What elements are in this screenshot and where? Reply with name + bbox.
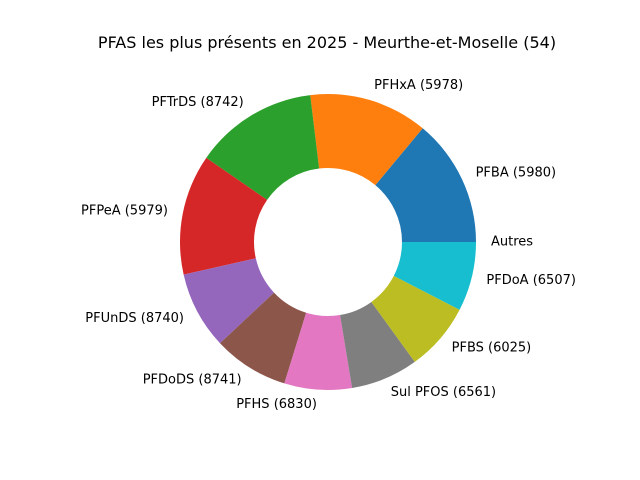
chart-title: PFAS les plus présents en 2025 - Meurthe…	[98, 33, 556, 52]
slice	[220, 292, 307, 384]
slice-label: PFHxA (5978)	[374, 78, 463, 93]
slice-label: Autres	[491, 235, 533, 250]
slice-label: PFBS (6025)	[452, 341, 532, 356]
slice-label: PFHS (6830)	[236, 397, 317, 412]
slice-label: Sul PFOS (6561)	[391, 385, 496, 400]
slice	[340, 301, 415, 389]
slice-labels: PFBA (5980) PFHxA (5978) PFTrDS (8742) PFPe…	[81, 78, 576, 412]
slice-label: PFPeA (5979)	[81, 204, 168, 219]
slice	[393, 242, 476, 310]
slice	[310, 94, 423, 186]
slice-label: PFDoDS (8741)	[143, 373, 242, 388]
slice	[371, 275, 460, 362]
slice	[183, 258, 275, 344]
slice-label: PFTrDS (8742)	[152, 95, 244, 110]
slice-label: PFUnDS (8740)	[85, 311, 184, 326]
slice	[375, 128, 476, 242]
slice	[180, 157, 268, 275]
slice	[206, 95, 320, 200]
slice-label: PFBA (5980)	[476, 165, 557, 180]
slice	[284, 312, 353, 390]
slice-label: PFDoA (6507)	[486, 273, 576, 288]
donut-slices	[180, 94, 476, 390]
